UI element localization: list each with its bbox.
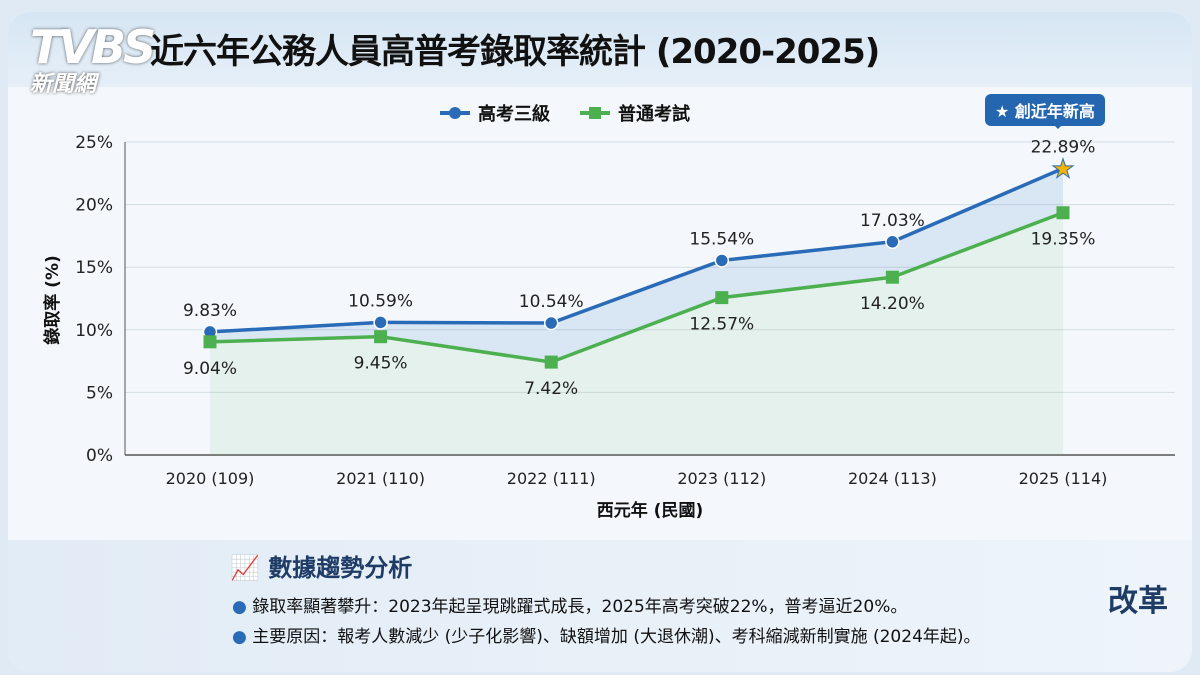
data-label: 9.45%	[354, 354, 408, 374]
y-tick-label: 10%	[75, 321, 113, 341]
data-point	[544, 355, 558, 369]
analysis-panel	[8, 540, 1192, 672]
reform-label: 改革	[1108, 584, 1168, 619]
analysis-bullet: ● 主要原因：報考人數減少 (少子化影響)、缺額增加 (大退休潮)、考科縮減新制…	[232, 627, 981, 647]
data-label: 9.04%	[183, 359, 237, 379]
data-label: 9.83%	[183, 301, 237, 321]
y-tick-label: 15%	[75, 258, 113, 278]
data-label: 22.89%	[1031, 137, 1096, 157]
data-point	[374, 330, 388, 344]
legend-item-1: 普通考試	[580, 100, 690, 126]
legend-label: 高考三級	[478, 104, 550, 125]
data-label: 12.57%	[689, 315, 754, 335]
legend-label: 普通考試	[618, 104, 690, 125]
x-tick-label: 2022 (111)	[507, 469, 596, 488]
data-label: 19.35%	[1031, 230, 1096, 250]
bullet-text: 錄取率顯著攀升：2023年起呈現跳躍式成長，2025年高考突破22%，普考逼近2…	[252, 597, 908, 617]
trend-chart-icon: 📈	[230, 554, 260, 582]
badge-label: 創近年新高	[1014, 102, 1095, 121]
x-axis-label: 西元年 (民國)	[597, 500, 703, 521]
data-point	[1056, 206, 1070, 220]
data-label: 10.54%	[519, 292, 584, 312]
data-label: 14.20%	[860, 294, 925, 314]
line-chart: 0% 5% 10% 15% 20% 25% 2020 (109) 2021 (110) 2022…	[42, 133, 1175, 521]
data-label: 10.59%	[348, 291, 413, 311]
y-axis-label: 錄取率 (%)	[42, 255, 63, 345]
tvbs-logo: TVBS 新聞網	[30, 20, 156, 98]
title-bar	[8, 12, 1192, 87]
analysis-heading: 📈 數據趨勢分析	[230, 548, 412, 583]
data-point	[715, 291, 729, 305]
record-high-badge: ★ 創近年新高	[985, 94, 1105, 129]
chart-legend: 高考三級 普通考試	[440, 100, 690, 126]
page-title: 近六年公務人員高普考錄取率統計 (2020-2025)	[150, 32, 880, 72]
star-icon: ★	[1051, 154, 1074, 184]
bullet-text: 主要原因：報考人數減少 (少子化影響)、缺額增加 (大退休潮)、考科縮減新制實施…	[252, 627, 981, 647]
x-tick-label: 2025 (114)	[1019, 469, 1108, 488]
y-tick-label: 20%	[75, 196, 113, 216]
y-tick-label: 25%	[75, 133, 113, 153]
x-tick-label: 2023 (112)	[677, 469, 766, 488]
data-point	[885, 270, 899, 284]
series-line-1	[209, 211, 1064, 364]
series-line-0	[209, 166, 1064, 334]
analysis-bullet: ● 錄取率顯著攀升：2023年起呈現跳躍式成長，2025年高考突破22%，普考逼…	[232, 597, 908, 617]
logo-sub: 新聞網	[30, 72, 97, 97]
logo-text: TVBS	[30, 20, 156, 74]
series-area	[210, 212, 1063, 455]
data-label: 15.54%	[689, 229, 754, 249]
data-point	[373, 315, 388, 330]
data-point	[203, 335, 217, 349]
x-tick-label: 2021 (110)	[336, 469, 425, 488]
data-point	[885, 234, 900, 250]
data-label: 17.03%	[860, 211, 925, 231]
analysis-heading-text: 數據趨勢分析	[268, 554, 413, 582]
legend-item-0: 高考三級	[440, 100, 550, 126]
y-tick-label: 5%	[86, 383, 113, 403]
y-tick-label: 0%	[86, 446, 113, 466]
series-gap-area	[210, 168, 1063, 363]
data-label: 7.42%	[524, 379, 578, 399]
x-tick-label: 2024 (113)	[848, 469, 937, 488]
x-tick-label: 2020 (109)	[166, 469, 255, 488]
data-point	[543, 315, 559, 331]
data-point	[714, 253, 730, 268]
